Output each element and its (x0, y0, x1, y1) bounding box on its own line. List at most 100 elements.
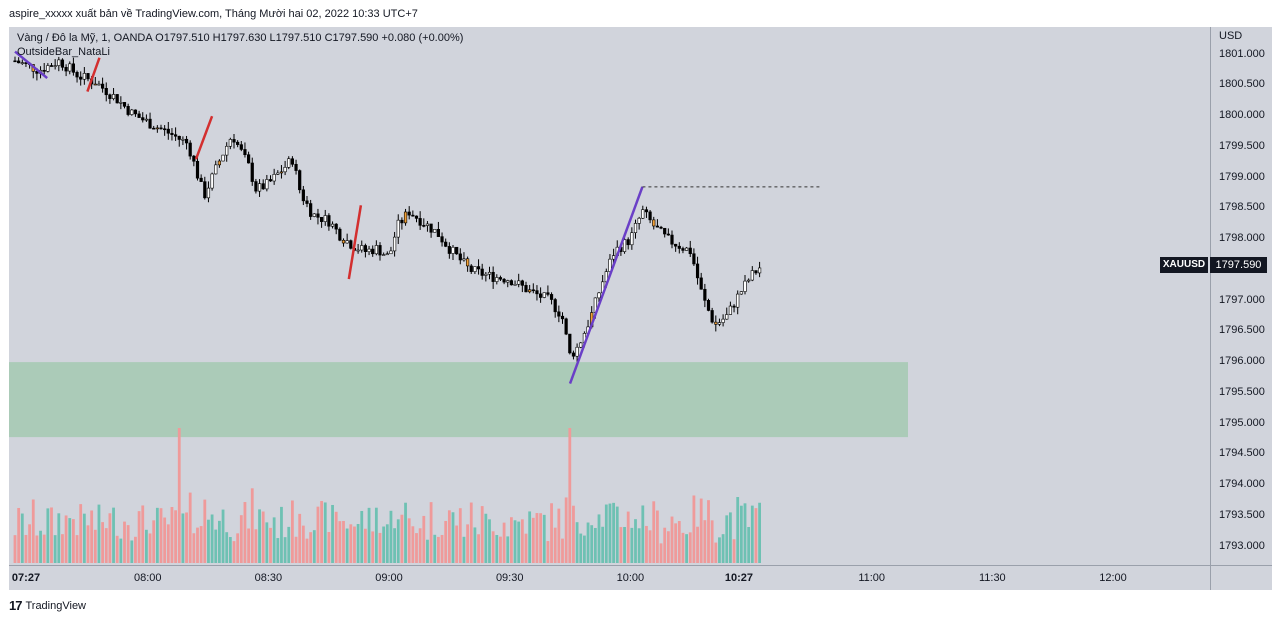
candle-body (655, 225, 659, 228)
candle-body (192, 155, 196, 162)
candle-body (104, 87, 108, 96)
candle-body (101, 83, 105, 89)
volume-bar (542, 514, 546, 563)
outside-bar-line (86, 57, 101, 92)
candle-body (305, 200, 309, 204)
candle-body (703, 288, 707, 301)
candle-body (684, 247, 689, 251)
volume-bar (305, 538, 309, 563)
axis-corner (1210, 565, 1272, 590)
candle-body (290, 158, 295, 165)
candle-body (210, 173, 214, 189)
candle (422, 218, 426, 228)
candle (290, 156, 295, 167)
candle (553, 297, 557, 318)
price-tick-label: 1793.500 (1219, 508, 1265, 521)
volume-bar (736, 497, 740, 563)
volume-bar (663, 527, 667, 563)
candle (111, 87, 116, 101)
chart-pane[interactable]: Vàng / Đô la Mỹ, 1, OANDA O1797.510 H179… (9, 27, 1210, 565)
time-axis[interactable]: 07:27 08:00 08:30 09:00 09:30 10:00 10:27 11:00… (9, 565, 1210, 590)
volume-bar (750, 505, 754, 563)
candle (203, 176, 207, 200)
candle-body (71, 63, 75, 73)
candle-body (130, 109, 134, 115)
candle-body (378, 245, 382, 256)
candle (97, 80, 101, 86)
candle (356, 244, 360, 254)
candle-body (688, 247, 692, 255)
volume-bar (586, 522, 590, 563)
candle (732, 304, 736, 313)
candle (524, 281, 528, 293)
volume-bar (583, 535, 586, 563)
volume-bar (630, 527, 634, 563)
candle (568, 333, 572, 355)
candle-body (465, 258, 470, 267)
candle-body (184, 138, 189, 144)
candle (163, 125, 167, 136)
candle-body (611, 255, 616, 260)
candle-body (195, 160, 200, 179)
candle (571, 350, 576, 360)
candle (338, 227, 342, 242)
volume-bar (316, 506, 320, 563)
candle-body (20, 62, 24, 64)
candle (53, 59, 57, 70)
price-tick-label: 1795.500 (1219, 385, 1265, 398)
candle (17, 57, 21, 64)
volume-bar (20, 513, 24, 563)
candle-body (316, 213, 320, 218)
candle-body (728, 305, 732, 315)
volume-bar (272, 517, 276, 563)
candle-body (345, 240, 349, 244)
candle (743, 275, 747, 295)
indicator-label[interactable]: OutsideBar_NataLi (17, 46, 110, 58)
candle-body (396, 219, 400, 238)
price-tick-label: 1797.000 (1219, 293, 1265, 306)
volume-bar (400, 514, 404, 563)
outside-bar-line (194, 115, 214, 160)
candle-body (721, 318, 725, 323)
candle-body (451, 246, 455, 254)
candle-body (363, 245, 368, 252)
candle-body (546, 292, 550, 295)
volume-bar (758, 502, 761, 563)
candle-body (462, 258, 466, 261)
candle (254, 178, 258, 194)
volume-bar (280, 506, 283, 563)
volume-bar (258, 509, 261, 563)
volume-bar (458, 508, 462, 563)
volume-bar (404, 502, 407, 563)
price-scale[interactable]: USD 1801.000 1800.500 1800.000 1799.500 1799… (1210, 27, 1272, 565)
candle (363, 243, 368, 258)
candle-body (60, 59, 65, 68)
volume-bar (130, 540, 134, 563)
candle-body (622, 239, 627, 252)
candle (710, 307, 714, 324)
candle (531, 283, 535, 294)
price-tick-label: 1799.000 (1219, 170, 1265, 183)
volume-bar (356, 523, 360, 563)
candle-body (141, 117, 145, 121)
candle-body (458, 253, 462, 261)
candle-body (626, 239, 630, 246)
volume-bar (604, 504, 608, 563)
candle-body (560, 315, 565, 320)
candle-body (166, 128, 170, 134)
candle (513, 280, 517, 286)
volume-bar (309, 532, 313, 563)
candle-body (283, 167, 287, 173)
candle (725, 307, 729, 320)
volume-bar (35, 535, 39, 563)
candle-body (170, 132, 174, 135)
candle (528, 284, 532, 294)
candle-body (557, 311, 561, 317)
candle (520, 279, 524, 293)
candle (476, 259, 481, 275)
candle (210, 172, 214, 191)
candle (181, 136, 185, 146)
candle (115, 94, 119, 104)
candle-body (633, 223, 638, 234)
candle (502, 277, 506, 285)
